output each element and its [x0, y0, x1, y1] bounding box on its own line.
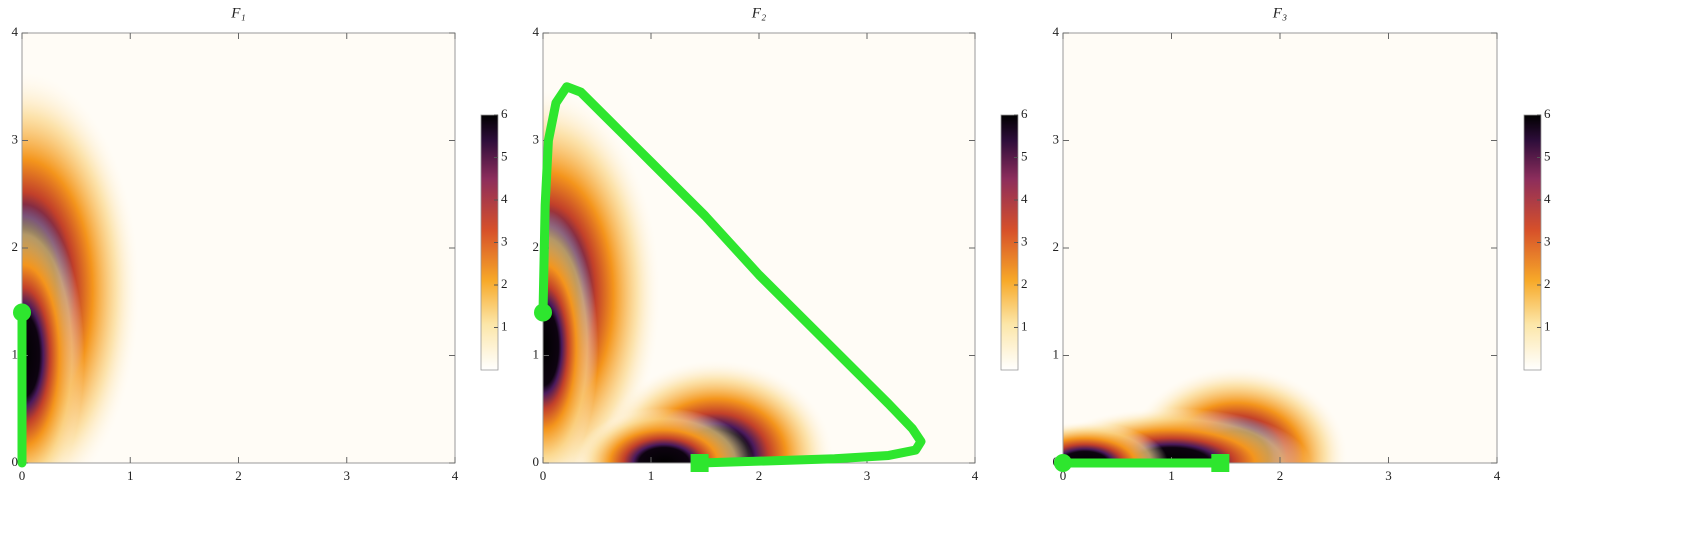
y-tick-label: 4 [1053, 24, 1060, 39]
end-marker [690, 454, 709, 472]
panel: F₁ 0 1 2 3 4 0 1 2 3 4 1 2 3 4 5 6 [12, 5, 509, 483]
colorbar-tick-label: 5 [501, 148, 508, 163]
y-tick-label: 1 [12, 346, 19, 361]
colorbar-tick-label: 4 [1544, 191, 1551, 206]
start-marker [534, 303, 552, 322]
y-tick-label: 3 [533, 131, 540, 146]
density-blob [543, 209, 599, 463]
colorbar-tick-label: 3 [1544, 233, 1551, 248]
end-marker [1211, 454, 1230, 472]
trajectory [538, 82, 926, 468]
colorbar-tick-label: 6 [1544, 106, 1551, 121]
colorbar-tick-label: 3 [501, 233, 508, 248]
y-tick-label: 2 [533, 239, 540, 254]
chart-title: F₂ [751, 5, 766, 21]
x-tick-label: 0 [19, 468, 26, 483]
density-field [543, 33, 975, 463]
density-blob [1063, 421, 1169, 463]
y-tick-label: 4 [533, 24, 540, 39]
colorbar-tick-label: 2 [501, 276, 508, 291]
colorbar-tick-label: 1 [1021, 318, 1028, 333]
density-field [1063, 33, 1497, 463]
x-tick-label: 3 [864, 468, 871, 483]
density-blob [22, 204, 85, 463]
x-tick-label: 4 [1494, 468, 1501, 483]
colorbar-tick-label: 1 [501, 318, 508, 333]
x-tick-label: 2 [756, 468, 763, 483]
colorbar-tick-label: 2 [1544, 276, 1551, 291]
x-tick-label: 1 [1168, 468, 1175, 483]
start-marker [1054, 454, 1072, 472]
panel: F₃0123401234123456 [1053, 5, 1552, 483]
y-tick-label: 4 [12, 24, 19, 39]
x-tick-label: 0 [1060, 468, 1067, 483]
y-tick-label: 1 [1053, 346, 1060, 361]
x-tick-label: 3 [344, 468, 351, 483]
colorbar-tick-label: 5 [1544, 148, 1551, 163]
y-tick-label: 0 [533, 454, 540, 469]
colorbar-tick-label: 3 [1021, 233, 1028, 248]
x-tick-label: 1 [648, 468, 655, 483]
colorbar-tick-label: 6 [501, 106, 508, 121]
x-tick-label: 2 [1277, 468, 1284, 483]
y-tick-label: 3 [1053, 131, 1060, 146]
density-blob [574, 407, 754, 463]
y-tick-label: 2 [1053, 239, 1060, 254]
x-tick-label: 3 [1385, 468, 1392, 483]
chart-title: F₃ [1272, 5, 1287, 21]
panel: F₂ 0 1 2 3 4 0 1 2 3 4 1 2 3 4 5 6 [533, 5, 1029, 483]
y-tick-label: 0 [12, 454, 19, 469]
start-marker [13, 303, 31, 322]
colorbar-tick-label: 1 [1544, 318, 1551, 333]
colorbar-tick-label: 5 [1021, 148, 1028, 163]
y-tick-label: 1 [533, 346, 540, 361]
colorbar-tick-label: 4 [501, 191, 508, 206]
y-tick-label: 3 [12, 131, 19, 146]
colorbar-tick-label: 4 [1021, 191, 1028, 206]
y-tick-label: 2 [12, 239, 19, 254]
x-tick-label: 0 [540, 468, 547, 483]
x-tick-label: 4 [452, 468, 459, 483]
x-tick-label: 4 [972, 468, 979, 483]
density-field [22, 33, 455, 463]
colorbar-tick-label: 6 [1021, 106, 1028, 121]
x-tick-label: 2 [235, 468, 242, 483]
colorbar-tick-label: 2 [1021, 276, 1028, 291]
x-tick-label: 1 [127, 468, 134, 483]
chart-title: F₁ [230, 5, 245, 21]
